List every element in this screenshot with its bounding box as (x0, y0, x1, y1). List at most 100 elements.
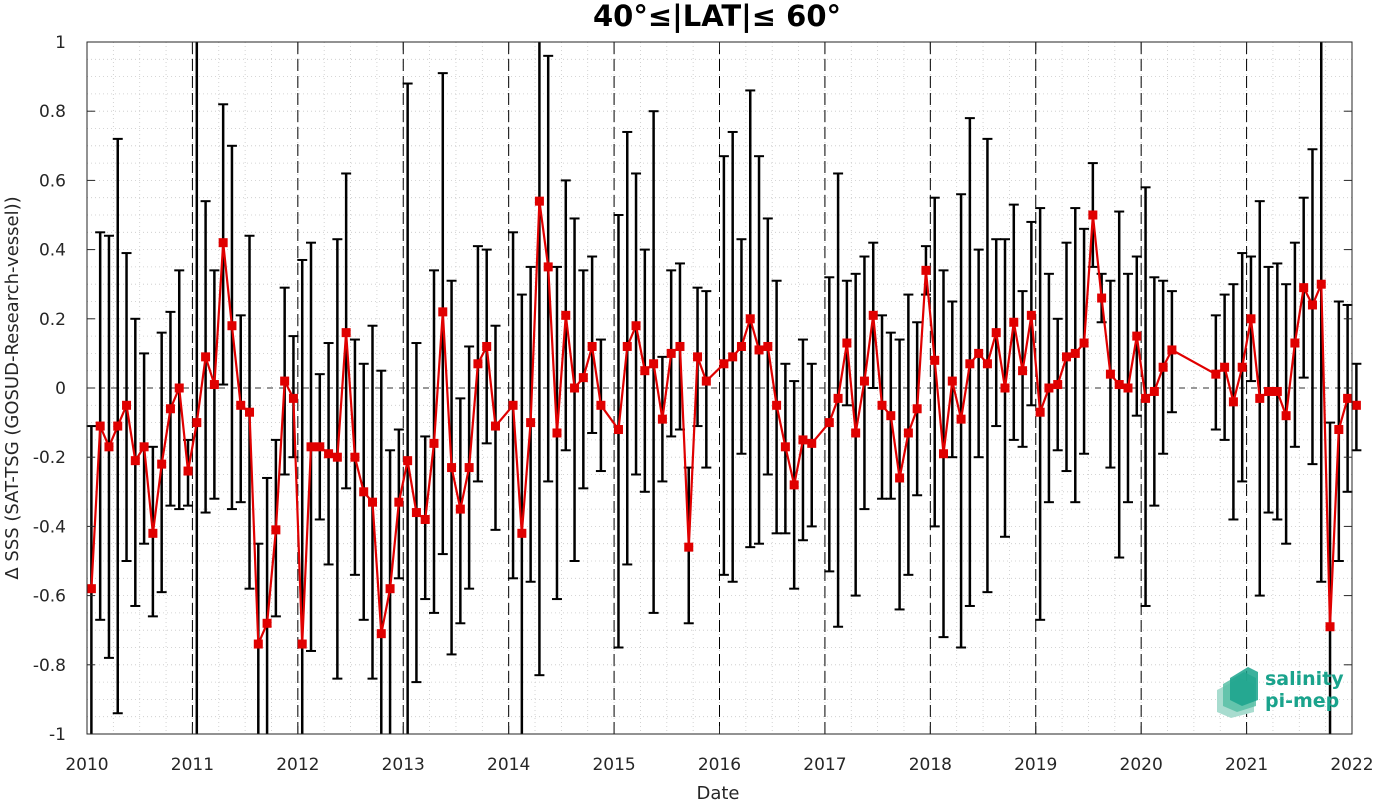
data-point-marker (376, 629, 386, 639)
data-point-marker (350, 452, 360, 462)
data-point-marker (1035, 407, 1045, 417)
data-point-marker (420, 514, 430, 524)
data-point-marker (411, 508, 421, 518)
data-point-marker (130, 456, 140, 466)
data-point-marker (534, 196, 544, 206)
data-point-marker (526, 418, 536, 428)
data-point-marker (201, 352, 211, 362)
y-tick-label: 0.6 (39, 171, 66, 191)
data-point-marker (675, 341, 685, 351)
data-point-marker (473, 359, 483, 369)
data-point-marker (798, 435, 808, 445)
data-point-marker (1351, 400, 1361, 410)
data-point-marker (1158, 362, 1168, 372)
data-point-marker (306, 442, 316, 452)
data-point-marker (613, 425, 623, 435)
data-point-marker (921, 265, 931, 275)
data-point-marker (1141, 393, 1151, 403)
data-point-marker (280, 376, 290, 386)
axis-ticks (86, 41, 1353, 735)
data-point-marker (113, 421, 123, 431)
x-tick-label: 2017 (803, 755, 846, 775)
data-point-marker (701, 376, 711, 386)
y-tick-labels: -1 -0.8 -0.6 -0.4 -0.2 0 0.2 0.4 0.6 0.8 1 (33, 33, 66, 745)
data-point-marker (482, 341, 492, 351)
data-point-marker (1220, 362, 1230, 372)
y-tick-label: 1 (55, 33, 66, 53)
data-point-marker (1149, 386, 1159, 396)
y-axis-label: Δ SSS (SAT-TSG (GOSUD-Research-vessel)) (2, 196, 23, 579)
data-point-marker (1053, 380, 1063, 390)
x-tick-label: 2013 (382, 755, 425, 775)
data-point-marker (684, 542, 694, 552)
x-tick-label: 2012 (276, 755, 319, 775)
data-point-marker (1009, 317, 1019, 327)
data-point-marker (1228, 397, 1238, 407)
data-point-marker (868, 310, 878, 320)
chart-title: 40°≤|LAT|≤ 60° (593, 0, 841, 33)
data-point-marker (991, 328, 1001, 338)
data-point-marker (657, 414, 667, 424)
data-point-marker (288, 393, 298, 403)
y-tick-label: -1 (49, 725, 66, 745)
x-tick-label: 2010 (65, 755, 108, 775)
data-point-marker (403, 456, 413, 466)
data-point-marker (464, 463, 474, 473)
data-point-marker (543, 262, 553, 272)
data-point-marker (561, 310, 571, 320)
salinity-pi-mep-logo: salinity pi-mep (1217, 667, 1344, 718)
data-point-marker (192, 418, 202, 428)
data-point-marker (218, 238, 228, 248)
data-point-marker (939, 449, 949, 459)
data-point-marker (745, 314, 755, 324)
data-point-marker (596, 400, 606, 410)
data-point-marker (649, 359, 659, 369)
data-point-marker (965, 359, 975, 369)
data-point-marker (895, 473, 905, 483)
data-point-marker (1088, 210, 1098, 220)
data-point-marker (517, 528, 527, 538)
data-point-marker (631, 321, 641, 331)
x-axis-label: Date (696, 783, 739, 801)
data-point-marker (1272, 386, 1282, 396)
data-point-marker (157, 459, 167, 469)
x-tick-label: 2011 (171, 755, 214, 775)
data-point-marker (104, 442, 114, 452)
data-point-marker (1018, 366, 1028, 376)
data-point-marker (455, 504, 465, 514)
x-tick-label: 2019 (1014, 755, 1057, 775)
data-point-marker (842, 338, 852, 348)
data-point-marker (86, 584, 96, 594)
data-point-marker (982, 359, 992, 369)
data-point-marker (271, 525, 281, 535)
x-tick-label: 2014 (487, 755, 530, 775)
data-point-marker (903, 428, 913, 438)
data-point-marker (552, 428, 562, 438)
data-point-marker (368, 497, 378, 507)
data-point-marker (587, 341, 597, 351)
y-tick-label: -0.2 (33, 448, 66, 468)
data-point-marker (1070, 348, 1080, 358)
data-point-marker (930, 355, 940, 365)
data-point-marker (1026, 310, 1036, 320)
data-point-marker (807, 438, 817, 448)
y-tick-label: -0.8 (33, 656, 66, 676)
data-point-marker (754, 345, 764, 355)
data-point-marker (332, 452, 342, 462)
data-point-marker (824, 418, 834, 428)
data-point-marker (622, 341, 632, 351)
data-point-marker (438, 307, 448, 317)
data-point-marker (947, 376, 957, 386)
data-point-marker (912, 404, 922, 414)
error-bars (86, 42, 1362, 734)
data-point-marker (174, 383, 184, 393)
series-mean (86, 196, 1361, 649)
data-point-marker (974, 348, 984, 358)
data-point-marker (1290, 338, 1300, 348)
data-point-marker (1264, 386, 1274, 396)
data-point-marker (209, 380, 219, 390)
data-point-marker (394, 497, 404, 507)
data-point-marker (666, 348, 676, 358)
y-tick-label: -0.6 (33, 587, 66, 607)
